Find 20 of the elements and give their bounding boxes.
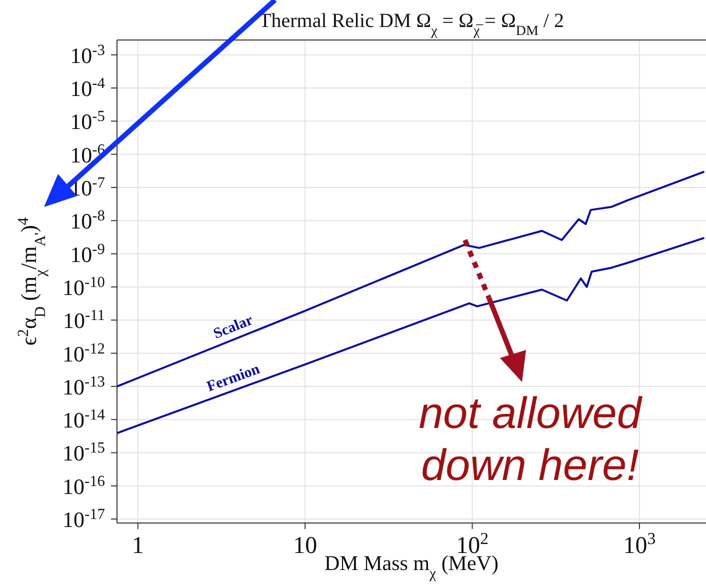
text: Scalar [211, 312, 256, 342]
y-tick-label: 10$^{-14}$ [62, 406, 106, 433]
y-tick-label: 10$^{-17}$ [62, 506, 106, 532]
text: Fermion [204, 361, 263, 396]
x-tick-label: 10 [293, 533, 318, 559]
y-tick-label: 10$^{-3}$ [70, 41, 106, 68]
x-tick-label: 1 [132, 533, 144, 559]
chart-title: Thermal Relic DM Ω$_{χ}$ = Ω$_{χ̅}$ = Ω$_{DM}$ / 2 [259, 10, 564, 38]
y-tick-label: 10$^{-11}$ [63, 306, 105, 334]
y-tick-label: 10$^{-4}$ [70, 74, 106, 101]
y-tick-label: 10$^{-13}$ [62, 372, 106, 400]
y-tick-label: 10$^{-9}$ [70, 240, 106, 267]
y-tick-label: 10$^{-8}$ [70, 207, 106, 234]
y-tick-label: 10$^{-12}$ [62, 340, 105, 366]
y-tick-label: 10$^{-16}$ [62, 472, 106, 499]
y-tick-label: 10$^{-10}$ [62, 273, 106, 300]
y-tick-label: 10$^{-5}$ [70, 108, 106, 134]
x-tick-label: 10$^{3}$ [623, 528, 656, 559]
y-tick-label: 10$^{-15}$ [62, 439, 106, 466]
annotation: not allowed down here! [418, 389, 643, 490]
